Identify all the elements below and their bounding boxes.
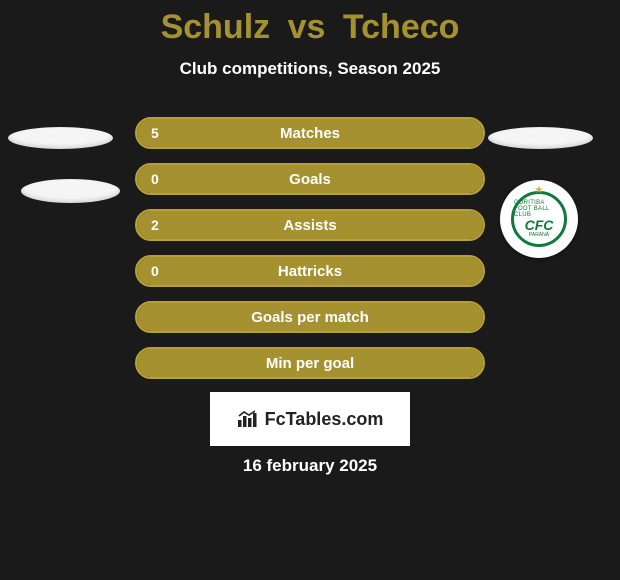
club-crest: CORITIBA FOOT BALL CLUB CFC PARANÁ — [511, 191, 567, 247]
stat-label: Goals — [137, 171, 483, 188]
comparison-title: Schulz vs Tcheco — [0, 8, 620, 47]
stat-row: 0Hattricks — [135, 255, 485, 287]
stat-row: Min per goal — [135, 347, 485, 379]
star-icon: ★ — [535, 185, 544, 196]
stat-label: Matches — [137, 125, 483, 142]
player1-name: Schulz — [161, 8, 271, 46]
stat-row: 2Assists — [135, 209, 485, 241]
club-name-top: CORITIBA FOOT BALL CLUB — [514, 200, 564, 218]
chart-icon — [237, 410, 259, 428]
stat-label: Goals per match — [137, 309, 483, 326]
stat-row: 5Matches — [135, 117, 485, 149]
player2-avatar-ellipse-1 — [488, 127, 593, 149]
date-label: 16 february 2025 — [0, 456, 620, 476]
stat-label: Hattricks — [137, 263, 483, 280]
vs-label: vs — [288, 8, 326, 46]
player1-avatar-ellipse-1 — [8, 127, 113, 149]
infographic-container: Schulz vs Tcheco Club competitions, Seas… — [0, 0, 620, 580]
player2-club-logo: ★ CORITIBA FOOT BALL CLUB CFC PARANÁ — [500, 180, 578, 258]
stat-row: 0Goals — [135, 163, 485, 195]
player1-avatar-ellipse-2 — [21, 179, 120, 203]
club-initials: CFC — [525, 218, 554, 232]
subtitle: Club competitions, Season 2025 — [0, 59, 620, 79]
source-badge: FcTables.com — [210, 392, 410, 446]
stats-panel: 5Matches 0Goals 2Assists 0Hattricks Goals pe… — [135, 117, 485, 379]
stat-label: Assists — [137, 217, 483, 234]
player2-name: Tcheco — [343, 8, 460, 46]
club-name-bottom: PARANÁ — [529, 232, 549, 238]
stat-row: Goals per match — [135, 301, 485, 333]
source-badge-content: FcTables.com — [237, 409, 384, 430]
stat-label: Min per goal — [137, 355, 483, 372]
source-badge-text: FcTables.com — [265, 409, 384, 430]
